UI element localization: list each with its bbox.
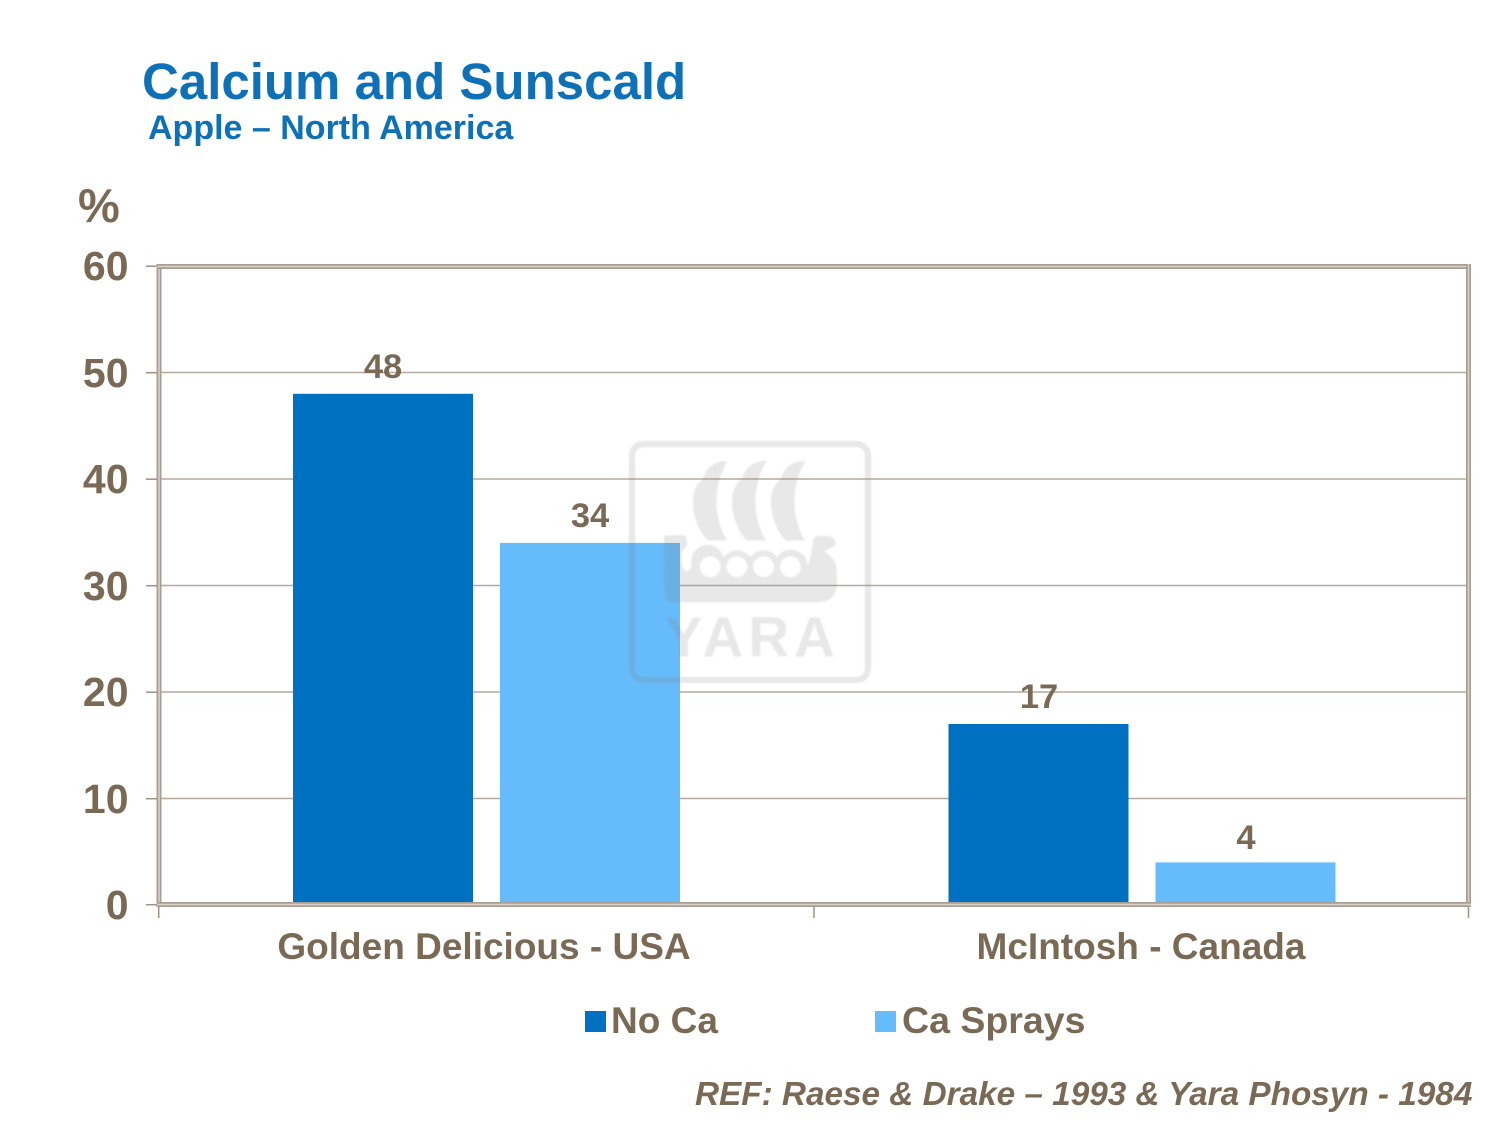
svg-text:YARA: YARA bbox=[665, 606, 840, 669]
